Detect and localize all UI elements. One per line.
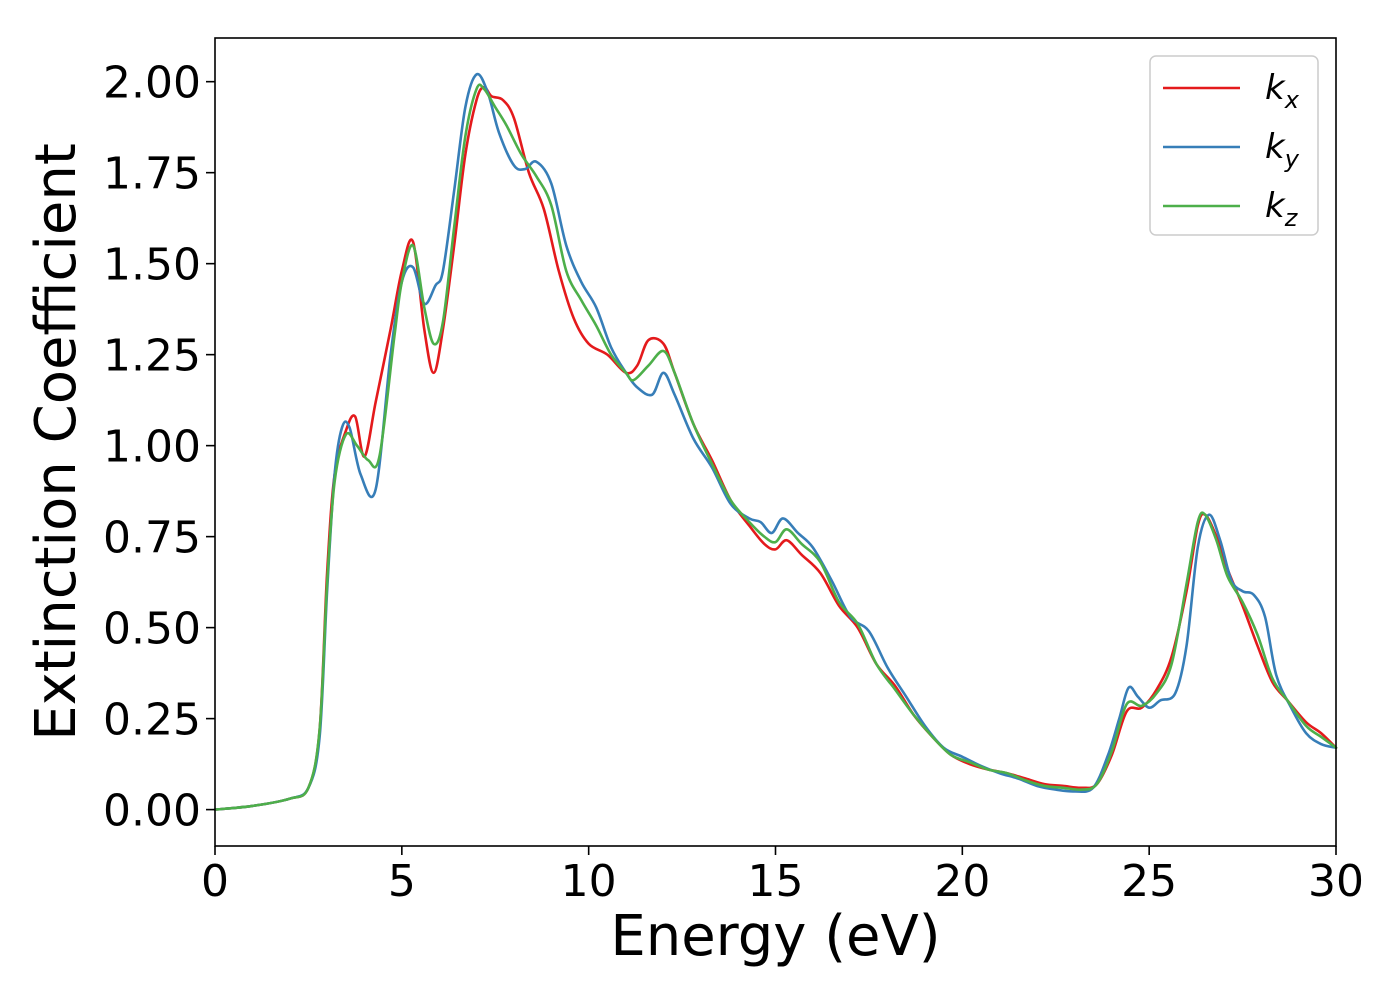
legend-label-base: k bbox=[1265, 186, 1286, 226]
x-tick-label: 5 bbox=[388, 856, 416, 907]
y-tick-label: 1.25 bbox=[103, 331, 201, 382]
x-axis: 0 5 10 15 20 25 30 bbox=[201, 846, 1364, 907]
x-tick-label: 15 bbox=[748, 856, 804, 907]
x-tick-label: 20 bbox=[934, 856, 990, 907]
y-tick-label: 0.50 bbox=[103, 604, 201, 655]
y-tick-label: 0.00 bbox=[103, 786, 201, 837]
y-axis: 0.00 0.25 0.50 0.75 1.00 1.25 1.50 1.75 2.00 bbox=[103, 58, 215, 837]
y-tick-label: 2.00 bbox=[103, 58, 201, 109]
x-axis-title: Energy (eV) bbox=[610, 904, 940, 969]
y-tick-label: 1.50 bbox=[103, 240, 201, 291]
x-tick-label: 0 bbox=[201, 856, 229, 907]
y-tick-label: 0.25 bbox=[103, 695, 201, 746]
legend-frame bbox=[1149, 55, 1319, 236]
legend-label-base: k bbox=[1265, 127, 1286, 167]
x-tick-label: 10 bbox=[561, 856, 617, 907]
legend-label-kx: kx bbox=[1265, 68, 1300, 114]
x-tick-label: 30 bbox=[1308, 856, 1364, 907]
legend-label-subscript: x bbox=[1284, 86, 1300, 114]
legend-label-kz: kz bbox=[1265, 186, 1299, 232]
y-tick-label: 0.75 bbox=[103, 513, 201, 564]
legend-label-ky: ky bbox=[1265, 127, 1300, 173]
y-tick-label: 1.00 bbox=[103, 422, 201, 473]
series-line-kz bbox=[213, 83, 1338, 811]
legend-label-subscript: y bbox=[1284, 145, 1300, 173]
series-layer bbox=[213, 72, 1338, 811]
x-tick-label: 25 bbox=[1121, 856, 1177, 907]
y-tick-label: 1.75 bbox=[103, 149, 201, 200]
legend-label-subscript: z bbox=[1284, 204, 1299, 232]
legend-label-base: k bbox=[1265, 68, 1286, 108]
y-axis-title: Extinction Coefficient bbox=[24, 143, 89, 741]
